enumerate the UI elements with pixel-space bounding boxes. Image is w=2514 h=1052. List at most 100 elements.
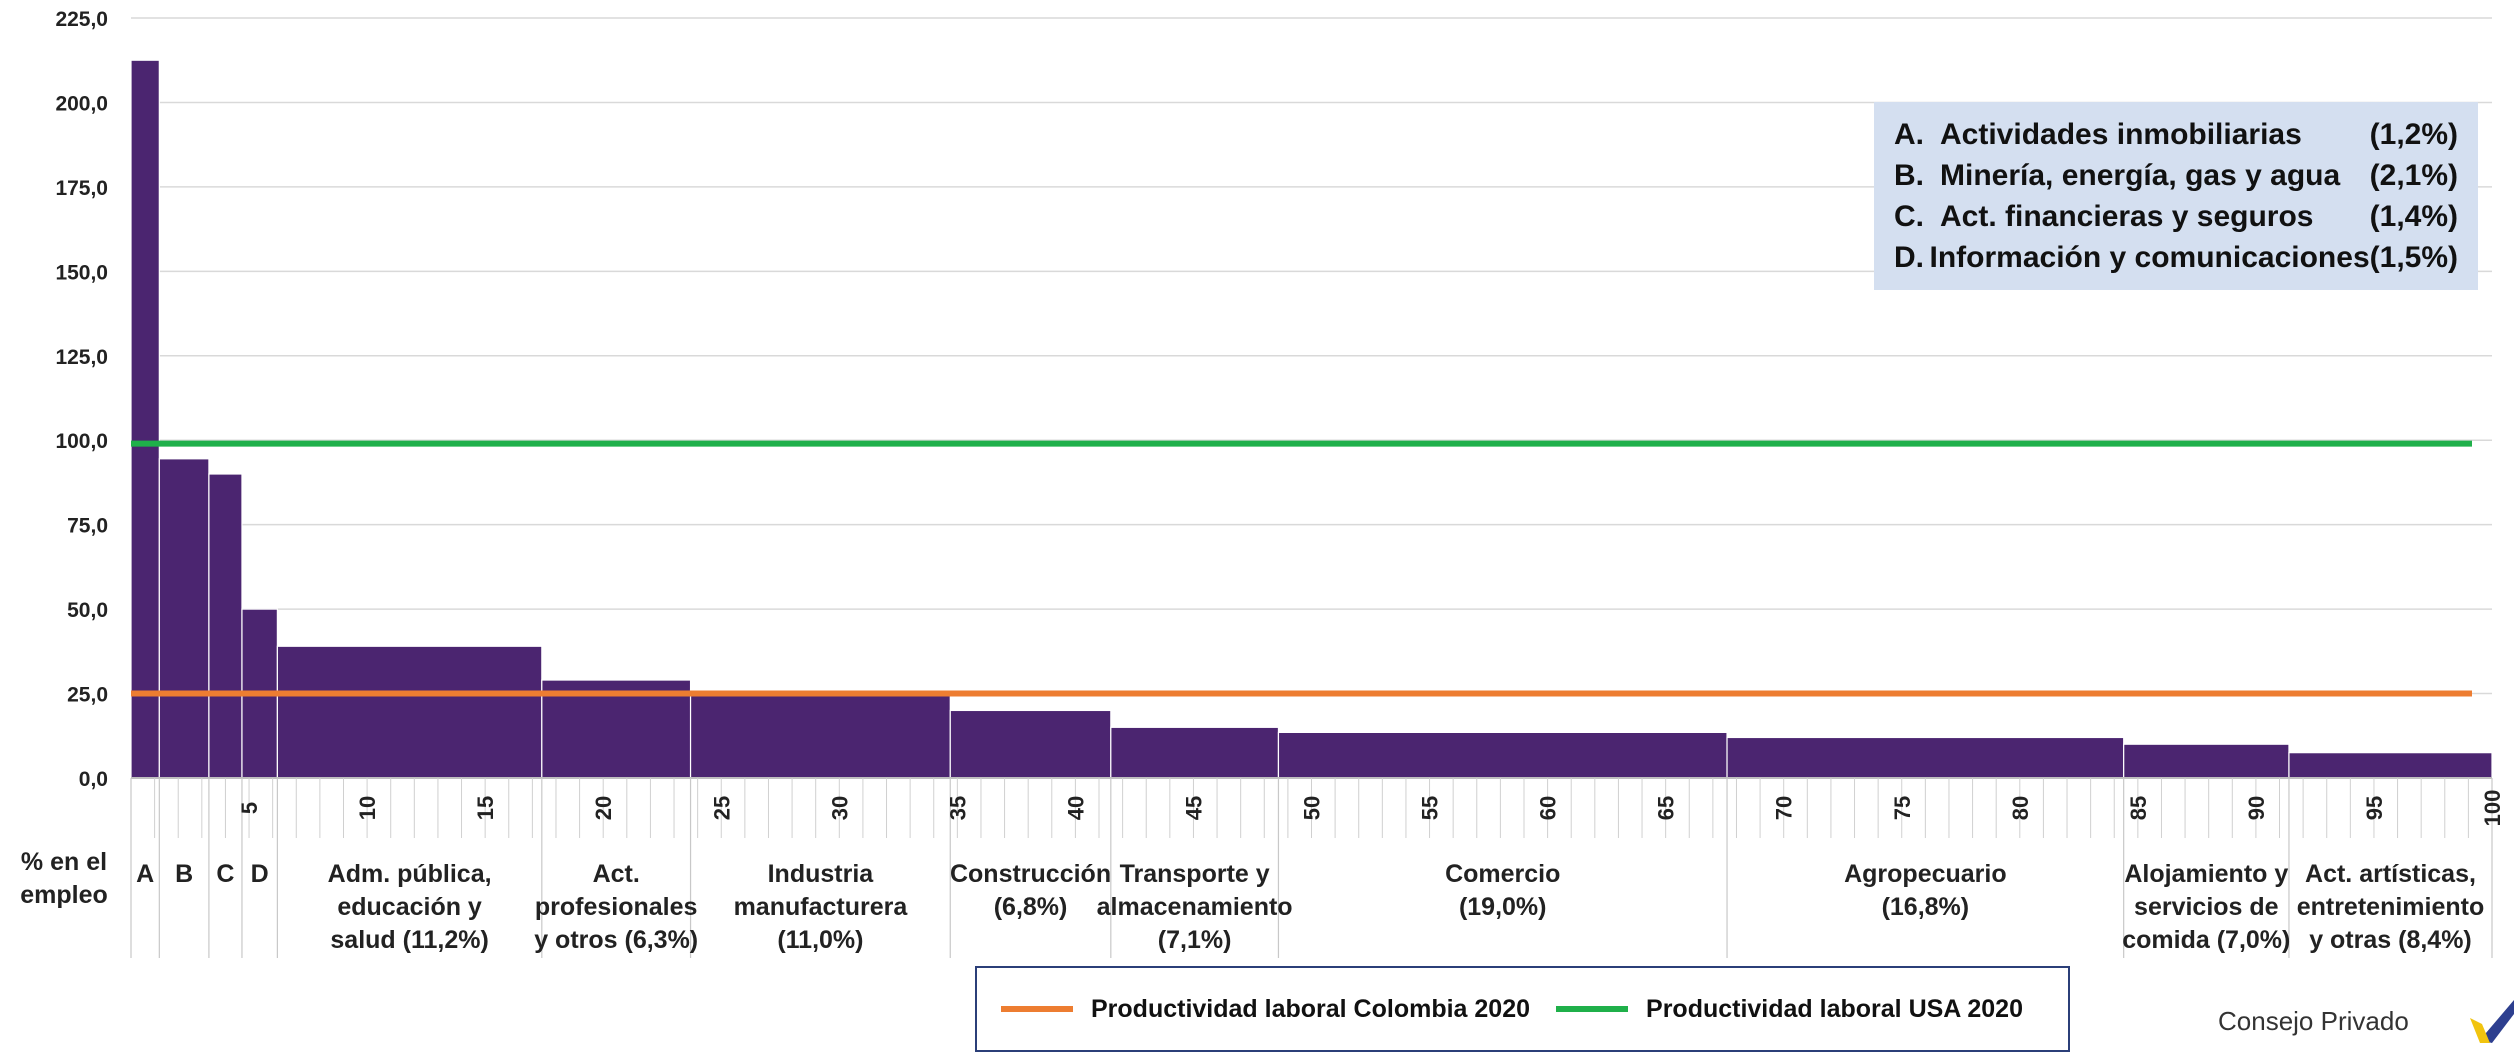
sector-label-line: C [216,860,234,888]
x-tick-label: 95 [2362,796,2387,820]
sector-label: Industria manufacturera (11,0%) [734,860,909,954]
sector-key-row: C. Act. financieras y seguros (1,4%) [1894,196,2458,237]
y-tick-label: 100,0 [55,430,108,453]
brand-logo [2468,1000,2514,1043]
sector-label: Act. profesionales y otros (6,3%) [534,860,698,954]
x-tick-label: 65 [1654,796,1679,820]
x-tick-label: 80 [2008,796,2033,820]
sector-label: Alojamiento y servicios de comida (7,0%) [2122,860,2290,954]
reference-lines [131,440,2472,697]
y-tick-label: 225,0 [55,8,108,31]
sector-label: Construcción (6,8%) [950,860,1111,921]
sector-label-line: (16,8%) [1882,893,1970,921]
sector-key-letter: A. [1894,118,1924,151]
sector-label-line: y otros (6,3%) [534,926,698,954]
bar [208,473,243,779]
x-tick-label: 90 [2244,796,2269,820]
sector-label-line: Agropecuario [1844,860,2007,888]
legend-label-colombia: Productividad laboral Colombia 2020 [1091,994,1531,1023]
x-tick-label: 20 [591,796,616,820]
sector-label-line: almacenamiento [1097,893,1293,921]
x-tick-label: 25 [709,796,734,820]
bar [130,59,160,779]
sector-label: Act. artísticas, entretenimiento y otras (… [2297,860,2485,954]
bar [276,645,543,779]
row-label-line: empleo [20,881,108,909]
sector-label: Transporte y almacenamiento (7,1%) [1097,860,1293,954]
y-tick-label: 175,0 [55,177,108,200]
sector-label: C [216,860,234,888]
x-tick-label: 55 [1418,796,1443,820]
sector-label-line: A [136,860,154,888]
sector-key-name: Actividades inmobiliarias [1940,118,2302,151]
sector-label: Comercio (19,0%) [1445,860,1560,921]
sector-label-line: Act. artísticas, [2305,860,2476,888]
x-tick-label: 5 [237,802,262,814]
row-label-line: % en el [21,848,107,876]
sector-label-line: Industria [768,860,875,888]
sector-label-line: entretenimiento [2297,893,2485,921]
sector-key-share: (1,5%) [2369,241,2458,274]
y-tick-labels: 0,0 25,0 50,0 75,0 100,0 125,0 150,0 175,0 200,0… [55,8,108,791]
sector-key-row: D. Información y comunicaciones (1,5%) [1894,237,2458,278]
sector-label-line: y otras (8,4%) [2309,926,2472,954]
bar [2288,752,2493,779]
sector-label-line: (7,1%) [1158,926,1232,954]
legend-swatch-colombia [1001,1006,1073,1012]
sector-label-line: Act. [593,860,640,888]
sector-label-line: profesionales [535,893,698,921]
sector-label-line: (6,8%) [994,893,1068,921]
y-tick-label: 150,0 [55,261,108,284]
sector-label-line: manufacturera [734,893,909,921]
x-tick-labels: 5 10 15 20 25 30 35 40 45 50 55 60 65 70 75 80 85 90 95 100 [237,790,2505,827]
chart-legend: Productividad laboral Colombia 2020 Prod… [975,966,2070,1052]
sector-key-row: A. Actividades inmobiliarias (1,2%) [1894,114,2458,155]
x-tick-label: 30 [827,796,852,820]
y-tick-label: 50,0 [67,599,108,622]
bar [1726,736,2125,779]
y-tick-label: 75,0 [67,515,108,538]
sector-label-line: educación y [337,893,482,921]
sector-key-name: Información y comunicaciones [1929,241,2370,274]
y-tick-label: 200,0 [55,92,108,115]
sector-key-letter: B. [1894,159,1924,192]
sector-key-share: (1,4%) [2369,200,2458,233]
legend-swatch-usa [1556,1006,1629,1012]
y-tick-label: 0,0 [79,768,108,791]
axes [130,777,2493,958]
sector-label: B [175,860,193,888]
sector-key-name: Minería, energía, gas y agua [1940,159,2341,192]
bar [689,689,951,779]
sector-label: A [136,860,154,888]
sector-label: D [251,860,269,888]
y-tick-label: 25,0 [67,684,108,707]
y-tick-label: 125,0 [55,346,108,369]
sector-label-line: Comercio [1445,860,1560,888]
row-label: % en el empleo [20,848,108,909]
sector-label-line: Alojamiento y [2124,860,2288,888]
x-tick-label: 100 [2480,790,2505,827]
sector-label-line: comida (7,0%) [2122,926,2290,954]
legend-label-usa: Productividad laboral USA 2020 [1646,994,2023,1023]
sector-label-line: (19,0%) [1459,893,1547,921]
brand-text: Consejo Privado [2218,1006,2409,1036]
legend-item-colombia: Productividad laboral Colombia 2020 [1001,995,1530,1024]
sector-labels: A B C D Adm. pública, educación y salud (11,2%… [136,860,2484,954]
sector-label-line: (11,0%) [777,926,863,954]
x-tick-label: 35 [945,796,970,820]
sector-label-line: B [175,860,193,888]
x-tick-label: 45 [1181,796,1206,820]
bar [1110,726,1280,779]
sector-label: Adm. pública, educación y salud (11,2%) [328,860,492,954]
legend-item-usa: Productividad laboral USA 2020 [1556,995,2023,1024]
sector-label: Agropecuario (16,8%) [1844,860,2007,921]
x-tick-label: 75 [1890,796,1915,820]
x-tick-label: 70 [1772,796,1797,820]
sector-label-line: salud (11,2%) [330,926,488,954]
x-tick-label: 15 [473,796,498,820]
bar [2123,743,2290,779]
x-tick-label: 10 [355,796,380,820]
bar [1277,731,1728,779]
sector-key-box: A. Actividades inmobiliarias (1,2%) B. M… [1874,102,2478,290]
